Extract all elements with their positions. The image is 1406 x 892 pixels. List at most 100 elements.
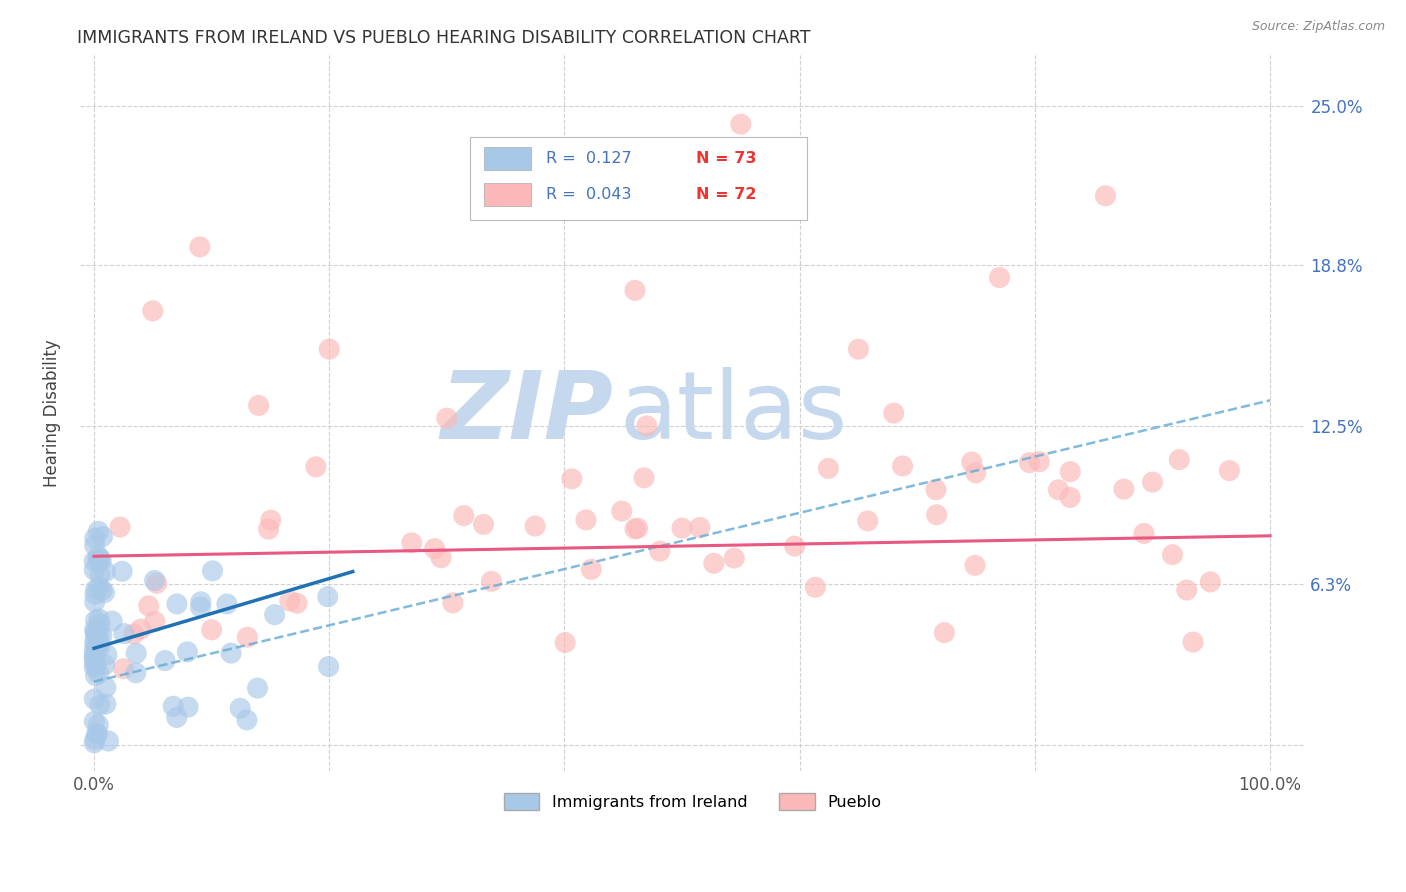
Point [86,727,108,741]
Point [146,576,169,591]
Point [112,626,135,640]
Point [83,692,105,706]
Point [96,648,118,662]
Point [112,662,135,676]
Point [1133,526,1156,541]
Point [83,595,105,609]
Point [177,700,200,714]
Point [453,508,475,523]
Point [1199,574,1222,589]
Point [153,654,176,668]
Point [423,541,446,556]
Point [188,240,211,254]
Point [848,342,870,356]
Point [1059,491,1081,505]
Point [89,627,111,641]
Point [125,646,148,660]
Point [83,643,105,657]
Point [627,521,650,535]
Point [1142,475,1164,489]
Point [201,564,224,578]
Point [83,736,105,750]
Point [524,519,547,533]
Bar [484,183,531,206]
Point [83,563,105,577]
Legend: Immigrants from Ireland, Pueblo: Immigrants from Ireland, Pueblo [498,787,887,817]
Point [285,596,308,610]
Point [575,513,598,527]
Point [83,554,105,568]
Text: N = 73: N = 73 [696,152,756,167]
Text: IMMIGRANTS FROM IRELAND VS PUEBLO HEARING DISABILITY CORRELATION CHART: IMMIGRANTS FROM IRELAND VS PUEBLO HEARIN… [77,29,811,46]
Point [84,637,107,651]
Point [636,418,658,433]
Point [318,342,340,356]
Point [689,520,711,534]
Point [138,599,160,613]
Point [1175,582,1198,597]
Point [87,524,110,539]
Point [934,625,956,640]
Point [963,558,986,573]
Point [83,634,105,648]
Point [83,623,105,637]
Point [84,587,107,601]
Point [84,582,107,597]
Point [1218,464,1240,478]
Point [143,615,166,629]
Point [84,614,107,628]
Point [703,557,725,571]
Point [190,600,212,615]
Point [960,455,983,469]
Point [925,508,948,522]
Point [257,522,280,536]
Point [87,549,110,564]
Point [1182,635,1205,649]
Point [83,714,105,729]
Point [278,594,301,608]
Point [472,517,495,532]
Text: Source: ZipAtlas.com: Source: ZipAtlas.com [1251,20,1385,33]
Text: R =  0.043: R = 0.043 [546,187,631,202]
Text: ZIP: ZIP [440,368,613,459]
Point [561,472,583,486]
Point [162,699,184,714]
Point [90,629,112,643]
Point [1168,452,1191,467]
Point [91,583,114,598]
Point [84,627,107,641]
Point [86,727,108,741]
Point [648,544,671,558]
Point [83,531,105,545]
Point [87,634,110,648]
Point [624,522,647,536]
Point [1161,548,1184,562]
Point [236,713,259,727]
Point [97,734,120,748]
Point [318,659,340,673]
Point [1094,188,1116,202]
Point [723,551,745,566]
Point [176,645,198,659]
Point [671,521,693,535]
Point [87,666,110,681]
Point [817,461,839,475]
Point [305,459,328,474]
Point [129,622,152,636]
Point [401,536,423,550]
Point [89,567,111,582]
Point [581,562,603,576]
Point [89,551,111,566]
Point [610,504,633,518]
Point [89,580,111,594]
Point [83,648,105,663]
FancyBboxPatch shape [470,137,807,219]
Point [246,681,269,695]
Point [891,458,914,473]
Point [263,607,285,622]
Point [554,635,576,649]
Point [94,565,117,579]
Point [783,539,806,553]
Point [143,574,166,588]
Point [93,585,115,599]
